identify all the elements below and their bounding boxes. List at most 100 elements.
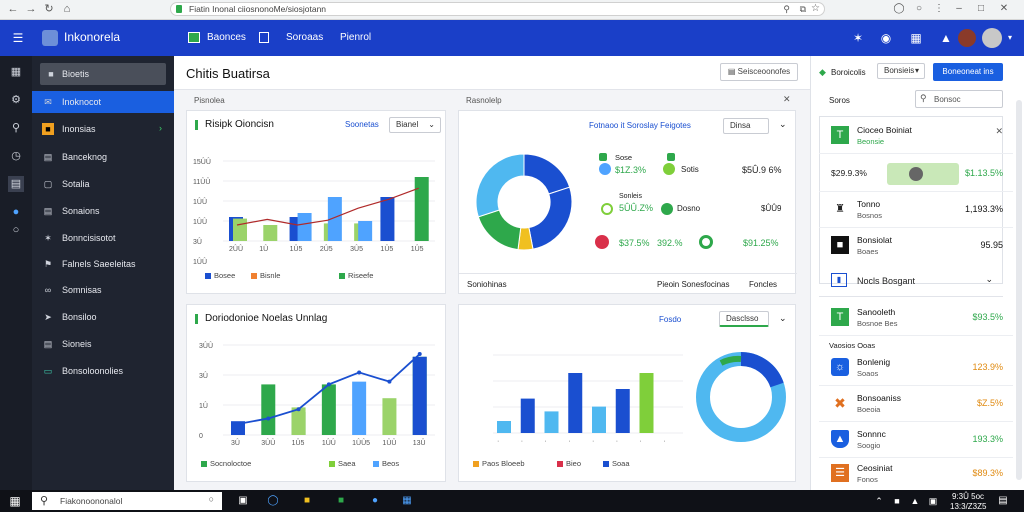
user-icon[interactable]: ●: [12, 206, 20, 218]
tower-icon: ♜: [835, 203, 845, 215]
folder-icon[interactable]: ■: [303, 495, 311, 506]
sidebar-item-11[interactable]: ▭ Bonsoloonolies: [32, 360, 174, 382]
windows-icon[interactable]: ▦: [9, 494, 21, 508]
close-panel-icon[interactable]: ✕: [783, 94, 791, 104]
tab-2[interactable]: Soroaas: [286, 32, 324, 43]
list-item[interactable]: ☼ Bonlenig Soaos 123.9%: [819, 350, 1013, 386]
list-item[interactable]: ☰ Ceosiniat Fonos $89.3%: [819, 456, 1013, 492]
bar: [358, 221, 373, 241]
x-tick-label: 2Û5: [320, 244, 333, 253]
line-point: [266, 416, 271, 421]
period-dropdown[interactable]: Bianel ⌄: [389, 117, 441, 133]
tab-3[interactable]: Pienrol: [340, 32, 372, 43]
store-icon[interactable]: ▦: [402, 495, 412, 506]
item-sub: Fonos: [857, 475, 878, 484]
star-icon[interactable]: ☆: [811, 3, 820, 14]
sidebar-item-2[interactable]: ■ Inonsias ›: [32, 118, 174, 140]
puzzle-icon[interactable]: ✶: [852, 31, 864, 45]
task-view-icon[interactable]: ▣: [238, 495, 248, 506]
list-item[interactable]: T Sanooleth Bosnoe Bes $93.5%: [819, 300, 1013, 336]
bar: [639, 373, 654, 433]
edge-icon[interactable]: ◯: [267, 495, 279, 506]
profile-icon[interactable]: ○: [915, 3, 923, 14]
sidebar-item-0[interactable]: ■ Bioetis: [40, 63, 166, 85]
sidebar-item-10[interactable]: ▤ Sioneis: [32, 333, 174, 355]
chevron-up-icon[interactable]: ⌃: [875, 496, 883, 506]
dropdown-value: Dasclsso: [726, 314, 759, 323]
apps-grid-icon[interactable]: ▦: [910, 31, 922, 45]
sidebar-item-4[interactable]: ▢ Sotalia: [32, 173, 174, 195]
reload-icon[interactable]: ↻: [44, 3, 54, 15]
scrollbar[interactable]: [1016, 100, 1022, 480]
item-title: Bonsiolat: [857, 235, 892, 245]
list-item[interactable]: ▲ Sonnnc Soogio 193.3%: [819, 422, 1013, 458]
share-icon[interactable]: ⧉: [799, 4, 806, 14]
bar: [231, 421, 245, 435]
metric-dropdown[interactable]: Dinsa: [723, 118, 769, 134]
export-button[interactable]: ▤ Seisceoonofes: [720, 63, 798, 81]
section-header-2[interactable]: ▮ Nocls Bosgant ⌄: [819, 268, 1003, 294]
circle-icon[interactable]: ○: [12, 224, 20, 236]
clock-date[interactable]: 13:3/Z3Z5: [950, 502, 987, 511]
sidebar-item-3[interactable]: ▤ Banceknog: [32, 146, 174, 168]
book-icon[interactable]: ▤: [8, 176, 24, 192]
status-icon: ◆: [819, 67, 826, 77]
hamburger-icon[interactable]: ☰: [12, 31, 24, 45]
clock-time[interactable]: 9:3Û 5oc: [952, 492, 985, 501]
volume-icon[interactable]: ▲: [910, 496, 920, 506]
layout-icon[interactable]: ▦: [10, 66, 22, 78]
item-title: Cioceo Boiniat: [857, 125, 912, 135]
search-icon[interactable]: ⚲: [11, 122, 21, 134]
battery-icon[interactable]: ▣: [928, 496, 938, 506]
notification-icon[interactable]: ▤: [998, 495, 1008, 506]
search-input[interactable]: ⚲ Bonsoc: [915, 90, 1003, 108]
sidebar-item-5[interactable]: ▤ Sonaions: [32, 200, 174, 222]
tab-1[interactable]: Baonces: [207, 32, 246, 43]
primary-action-button[interactable]: Boneoneat ins: [933, 63, 1003, 81]
footer-label[interactable]: Foncles: [749, 280, 778, 289]
list-item[interactable]: $29.9.3% $1.13.5%: [819, 156, 1013, 192]
pin-icon[interactable]: ▲: [940, 31, 952, 45]
app-icon[interactable]: ●: [371, 495, 379, 506]
extension-icon[interactable]: ◯: [893, 3, 905, 14]
range-dropdown[interactable]: Dasclsso: [719, 311, 769, 327]
list-item[interactable]: T Cioceo Boiniat Beonsie ✕: [819, 118, 1013, 154]
user-avatar[interactable]: [982, 28, 1002, 48]
menu-icon[interactable]: ⋮: [934, 3, 944, 14]
close-icon[interactable]: ✕: [999, 3, 1009, 14]
list-item[interactable]: ■ Bonsiolat Boaes 95.95: [819, 228, 1013, 264]
home-icon[interactable]: ⌂: [63, 3, 71, 15]
back-icon[interactable]: ←: [7, 3, 19, 15]
address-bar[interactable]: Fiatin Inonal ciiosnonoMe/siosjotann ⚲ ⧉…: [170, 2, 825, 16]
network-icon[interactable]: ■: [894, 496, 900, 506]
wrench-icon[interactable]: ⚙: [11, 94, 21, 106]
filter-label[interactable]: Fosdo: [659, 315, 682, 324]
close-icon[interactable]: ✕: [995, 126, 1003, 136]
sidebar-item-8[interactable]: ∞ Somnisas: [32, 279, 174, 301]
item-value: $89.3%: [972, 468, 1003, 478]
chevron-down-icon[interactable]: ⌄: [779, 313, 787, 323]
toggle-icon[interactable]: [887, 163, 959, 185]
clock-icon[interactable]: ◷: [11, 150, 21, 162]
search-icon[interactable]: ⚲: [783, 4, 790, 14]
sidebar-item-7[interactable]: ⚑ Falnels Saeeleitas: [32, 253, 174, 275]
minimize-icon[interactable]: –: [956, 3, 962, 14]
excel-icon[interactable]: ■: [337, 495, 345, 506]
maximize-icon[interactable]: □: [977, 3, 985, 14]
taskbar-search[interactable]: ⚲ Fiakonoononalol ○: [32, 492, 222, 510]
chevron-down-icon[interactable]: ⌄: [779, 119, 787, 129]
sidebar-item-6[interactable]: ✶ Bonncisisotot: [32, 227, 174, 249]
filter-label[interactable]: Soonetas: [345, 120, 379, 129]
view-dropdown[interactable]: Bonsieis ▾: [877, 63, 925, 79]
x-tick-label: 1Û5: [411, 244, 424, 253]
y-tick-label: 3ÛÛ: [199, 341, 213, 350]
sidebar-item-9[interactable]: ➤ Bonsiloo: [32, 306, 174, 328]
list-item[interactable]: ✖ Bonsoaniss Boeoia $Z.5%: [819, 386, 1013, 422]
help-icon[interactable]: ◉: [880, 31, 892, 45]
chevron-down-icon[interactable]: ▾: [1008, 33, 1013, 42]
line-point: [326, 382, 331, 387]
list-item[interactable]: ♜ Tonno Bosnos 1,193.3%: [819, 192, 1013, 228]
avatar[interactable]: [958, 29, 976, 47]
sidebar-item-1[interactable]: ✉ Inoknocot: [32, 91, 174, 113]
forward-icon[interactable]: →: [25, 3, 37, 15]
